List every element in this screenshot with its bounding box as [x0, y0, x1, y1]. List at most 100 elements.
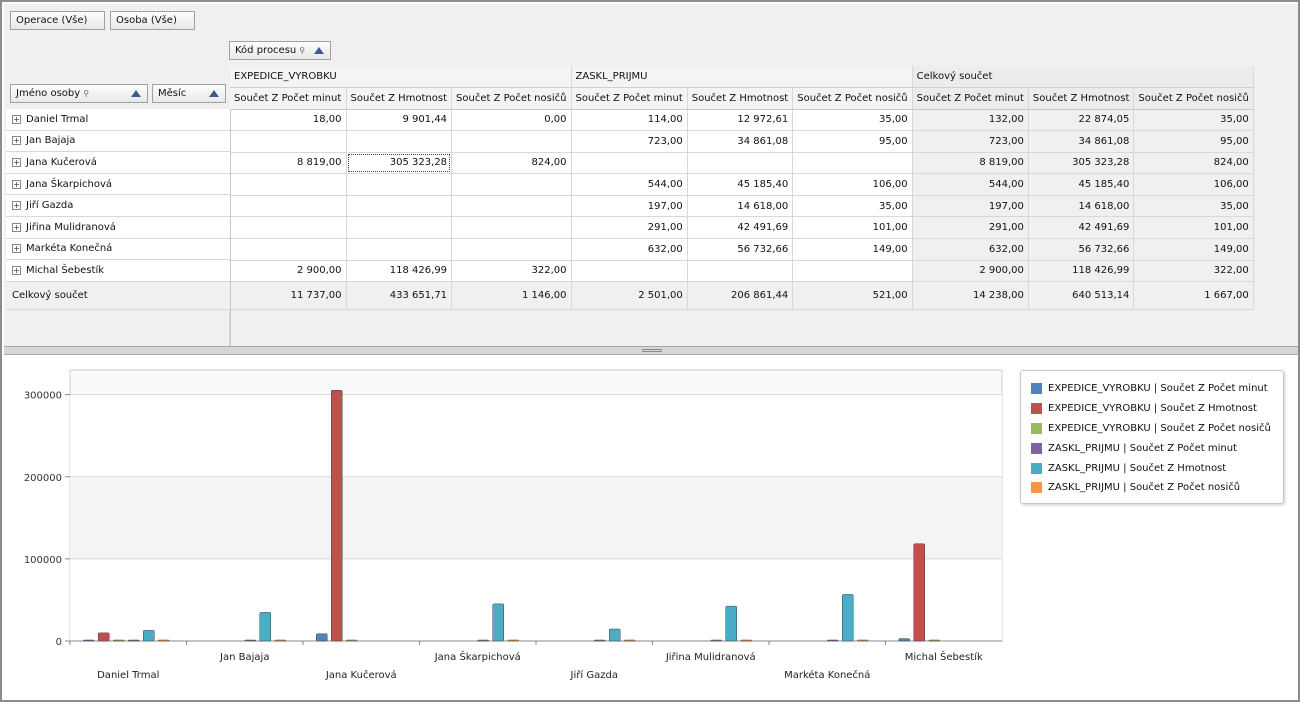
row-header-person[interactable]: + Daniel Trmal — [6, 109, 230, 131]
table-cell[interactable]: 305 323,28 — [346, 152, 453, 175]
measure-header[interactable]: Součet Z Počet nosičů — [1133, 87, 1254, 110]
table-cell[interactable]: 544,00 — [912, 173, 1029, 196]
table-cell[interactable] — [451, 130, 572, 153]
table-cell[interactable] — [230, 238, 347, 261]
table-cell[interactable] — [687, 260, 794, 283]
row-header-person[interactable]: + Michal Šebestík — [6, 260, 230, 282]
table-cell[interactable]: 101,00 — [792, 216, 913, 240]
grand-total-cell[interactable]: 1 146,00 — [451, 281, 572, 311]
measure-header[interactable]: Součet Z Hmotnost — [1028, 87, 1135, 110]
table-cell[interactable]: 56 732,66 — [687, 238, 794, 261]
grand-total-cell[interactable]: 11 737,00 — [230, 281, 347, 311]
table-cell[interactable]: 632,00 — [912, 238, 1029, 261]
table-cell[interactable] — [451, 216, 572, 240]
grand-total-cell[interactable]: 521,00 — [792, 281, 913, 311]
table-cell[interactable]: 197,00 — [912, 195, 1029, 218]
table-cell[interactable]: 45 185,40 — [687, 173, 794, 196]
table-cell[interactable]: 95,00 — [1133, 130, 1254, 153]
table-cell[interactable] — [571, 260, 688, 283]
table-cell[interactable]: 2 900,00 — [230, 260, 347, 283]
table-cell[interactable] — [346, 195, 453, 218]
table-cell[interactable]: 106,00 — [1133, 173, 1254, 196]
table-cell[interactable] — [230, 195, 347, 218]
table-cell[interactable]: 9 901,44 — [346, 109, 453, 132]
table-cell[interactable]: 35,00 — [792, 195, 913, 218]
table-cell[interactable] — [230, 173, 347, 196]
legend-item[interactable]: EXPEDICE_VYROBKU | Součet Z Počet minut — [1031, 379, 1273, 399]
table-cell[interactable] — [571, 152, 688, 175]
row-field-person-name[interactable]: Jméno osoby ⚲ — [10, 84, 148, 103]
table-cell[interactable]: 824,00 — [1133, 152, 1254, 175]
row-header-person[interactable]: + Markéta Konečná — [6, 239, 230, 261]
table-cell[interactable]: 95,00 — [792, 130, 913, 153]
expand-icon[interactable]: + — [12, 265, 21, 275]
row-header-person[interactable]: + Jana Kučerová — [6, 152, 230, 174]
table-cell[interactable] — [687, 152, 794, 175]
table-cell[interactable]: 56 732,66 — [1028, 238, 1135, 261]
expand-icon[interactable]: + — [12, 179, 21, 189]
measure-header[interactable]: Součet Z Hmotnost — [346, 87, 453, 110]
table-cell[interactable]: 723,00 — [912, 130, 1029, 153]
table-cell[interactable]: 101,00 — [1133, 216, 1254, 240]
table-cell[interactable]: 114,00 — [571, 109, 688, 132]
grand-total-cell[interactable]: 206 861,44 — [687, 281, 794, 311]
table-cell[interactable] — [451, 238, 572, 261]
table-cell[interactable]: 322,00 — [451, 260, 572, 283]
table-cell[interactable] — [230, 216, 347, 240]
row-header-person[interactable]: + Jan Bajaja — [6, 131, 230, 153]
filter-operation-button[interactable]: Operace (Vše) — [10, 11, 105, 30]
row-header-person[interactable]: + Jiřina Mulidranová — [6, 217, 230, 239]
measure-header[interactable]: Součet Z Počet nosičů — [792, 87, 913, 110]
group-header-zaskl[interactable]: ZASKL_PRIJMU — [571, 66, 913, 88]
table-cell[interactable]: 106,00 — [792, 173, 913, 196]
table-cell[interactable]: 22 874,05 — [1028, 109, 1135, 132]
table-cell[interactable]: 8 819,00 — [230, 152, 347, 175]
table-cell[interactable]: 544,00 — [571, 173, 688, 196]
legend-item[interactable]: ZASKL_PRIJMU | Součet Z Počet minut — [1031, 438, 1273, 458]
expand-icon[interactable]: + — [12, 244, 21, 254]
table-cell[interactable] — [451, 195, 572, 218]
row-header-person[interactable]: + Jana Škarpichová — [6, 174, 230, 196]
grand-total-cell[interactable]: 14 238,00 — [912, 281, 1029, 311]
table-cell[interactable]: 34 861,08 — [1028, 130, 1135, 153]
measure-header[interactable]: Součet Z Počet minut — [912, 87, 1029, 110]
table-cell[interactable]: 14 618,00 — [1028, 195, 1135, 218]
table-cell[interactable]: 132,00 — [912, 109, 1029, 132]
table-cell[interactable]: 8 819,00 — [912, 152, 1029, 175]
table-cell[interactable]: 824,00 — [451, 152, 572, 175]
row-header-person[interactable]: + Jiří Gazda — [6, 195, 230, 217]
grand-total-cell[interactable]: 2 501,00 — [571, 281, 688, 311]
expand-icon[interactable]: + — [12, 114, 21, 124]
table-cell[interactable] — [792, 152, 913, 175]
table-cell[interactable]: 35,00 — [1133, 109, 1254, 132]
table-cell[interactable] — [346, 216, 453, 240]
table-cell[interactable]: 14 618,00 — [687, 195, 794, 218]
table-cell[interactable]: 42 491,69 — [687, 216, 794, 240]
grand-total-cell[interactable]: 433 651,71 — [346, 281, 453, 311]
table-cell[interactable]: 35,00 — [1133, 195, 1254, 218]
table-cell[interactable]: 34 861,08 — [687, 130, 794, 153]
table-cell[interactable]: 118 426,99 — [1028, 260, 1135, 283]
expand-icon[interactable]: + — [12, 157, 21, 167]
measure-header[interactable]: Součet Z Počet minut — [230, 87, 347, 110]
measure-header[interactable]: Součet Z Hmotnost — [687, 87, 794, 110]
table-cell[interactable]: 632,00 — [571, 238, 688, 261]
legend-item[interactable]: ZASKL_PRIJMU | Součet Z Počet nosičů — [1031, 478, 1273, 498]
table-cell[interactable] — [230, 130, 347, 153]
expand-icon[interactable]: + — [12, 201, 21, 211]
table-cell[interactable] — [346, 173, 453, 196]
table-cell[interactable]: 2 900,00 — [912, 260, 1029, 283]
expand-icon[interactable]: + — [12, 222, 21, 232]
legend-item[interactable]: EXPEDICE_VYROBKU | Součet Z Hmotnost — [1031, 399, 1273, 419]
table-cell[interactable] — [346, 130, 453, 153]
table-cell[interactable]: 12 972,61 — [687, 109, 794, 132]
measure-header[interactable]: Součet Z Počet nosičů — [451, 87, 572, 110]
table-cell[interactable]: 35,00 — [792, 109, 913, 132]
table-cell[interactable]: 18,00 — [230, 109, 347, 132]
table-cell[interactable]: 723,00 — [571, 130, 688, 153]
measure-header[interactable]: Součet Z Počet minut — [571, 87, 688, 110]
expand-icon[interactable]: + — [12, 136, 21, 146]
grand-total-cell[interactable]: 1 667,00 — [1133, 281, 1254, 311]
table-cell[interactable]: 291,00 — [571, 216, 688, 240]
table-cell[interactable]: 322,00 — [1133, 260, 1254, 283]
